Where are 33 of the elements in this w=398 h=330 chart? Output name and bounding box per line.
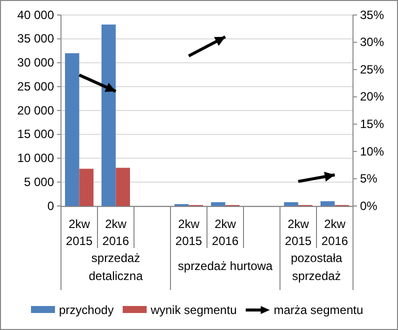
x-tick-label: 2kw 2016 <box>321 217 348 248</box>
y2-tick-label: 35% <box>360 8 384 22</box>
y-tick-label: 30 000 <box>17 56 54 70</box>
legend-label: przychody <box>59 303 114 317</box>
y-tick-label: 40 000 <box>17 8 54 22</box>
y2-tick-label: 30% <box>360 35 384 50</box>
text: sprzedaż detaliczna <box>88 251 144 283</box>
y-tick-label: 20 000 <box>17 103 54 118</box>
y2-tick-label: 15% <box>360 116 384 131</box>
legend-label: marża segmentu <box>274 303 364 317</box>
bar <box>79 168 94 206</box>
text: sprzedaż hurtowa <box>178 259 273 273</box>
y2-tick-label: 5% <box>360 172 378 186</box>
bar <box>102 24 116 206</box>
bar <box>65 53 80 206</box>
y-tick-label: 10 000 <box>17 151 54 166</box>
x-tick-label: 2kw 2016 <box>212 217 239 248</box>
y2-tick-label: 20% <box>360 90 384 104</box>
y2-tick-label: 10% <box>360 144 384 158</box>
x-tick-label: 2kw 2015 <box>175 217 202 248</box>
y-tick-label: 5 000 <box>24 174 54 189</box>
y-tick-label: 25 000 <box>17 79 54 94</box>
y2-tick-label: 25% <box>360 62 384 76</box>
y-tick-label: 15 000 <box>17 127 54 142</box>
bar <box>320 201 335 206</box>
bar <box>116 168 130 206</box>
bar <box>211 202 226 206</box>
bar <box>284 202 298 206</box>
y-tick-label: 0 <box>47 198 54 213</box>
y-tick-label: 35 000 <box>17 32 54 46</box>
legend-label: wynik segmentu <box>150 303 237 317</box>
y2-tick-label: 0% <box>360 198 378 213</box>
text: pozostała sprzedaż <box>290 251 343 283</box>
